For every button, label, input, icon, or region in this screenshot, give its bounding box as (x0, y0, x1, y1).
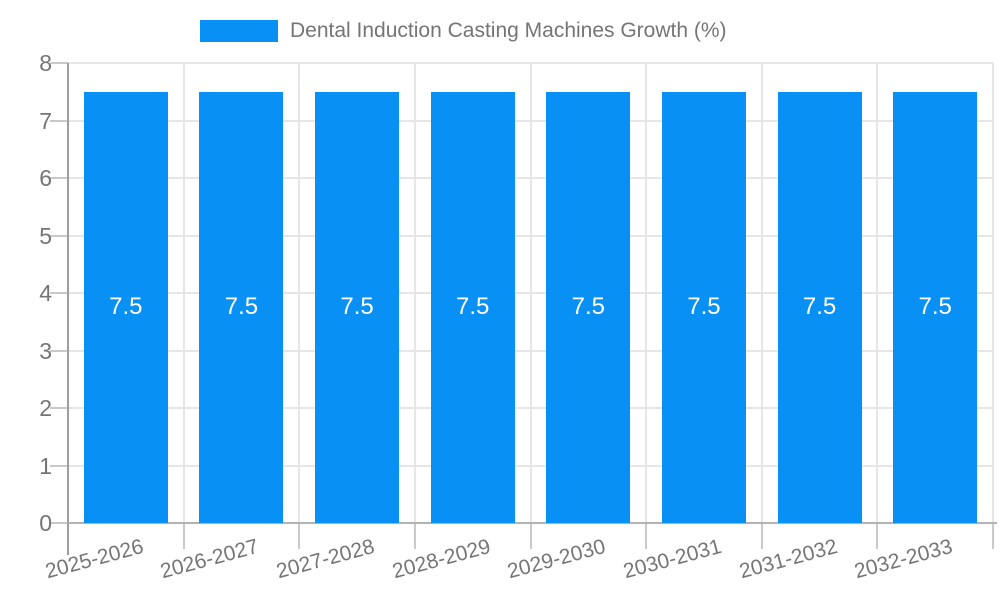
y-axis-label: 8 (39, 50, 52, 76)
y-axis-tick (50, 349, 68, 352)
x-gridline (182, 63, 185, 523)
bar-value-label: 7.5 (109, 293, 143, 321)
y-axis-label: 7 (39, 107, 52, 134)
x-axis-tick (298, 523, 301, 549)
y-axis-label: 3 (39, 337, 52, 364)
bar[interactable]: 7.5 (546, 91, 631, 523)
bar[interactable]: 7.5 (661, 91, 746, 523)
bar-value-label: 7.5 (918, 293, 952, 321)
y-axis-label: 5 (39, 222, 52, 249)
x-gridline (876, 63, 879, 523)
y-axis-label: 2 (39, 395, 52, 421)
bar[interactable]: 7.5 (893, 91, 978, 523)
legend-label: Dental Induction Casting Machines Growth… (290, 19, 727, 42)
bar-value-label: 7.5 (687, 293, 721, 321)
bar[interactable]: 7.5 (199, 91, 284, 523)
x-axis-tick (760, 523, 763, 549)
bar-value-label: 7.5 (802, 293, 837, 321)
bar[interactable]: 7.5 (315, 91, 400, 523)
bar-value-label: 7.5 (456, 293, 490, 321)
x-gridline (529, 63, 532, 523)
x-axis-tick (413, 523, 416, 549)
legend-swatch (200, 20, 278, 42)
x-axis-line (68, 522, 997, 524)
y-axis-tick (50, 119, 68, 122)
y-axis-tick (50, 177, 68, 179)
y-axis-label: 1 (39, 452, 52, 479)
bar-value-label: 7.5 (224, 293, 259, 321)
bar[interactable]: 7.5 (83, 91, 168, 523)
y-axis-tick (50, 62, 68, 64)
x-gridline (645, 63, 648, 523)
x-axis-tick (529, 523, 532, 549)
x-gridline (413, 63, 416, 523)
x-axis-tick (645, 523, 648, 549)
x-axis-tick (182, 523, 185, 549)
y-axis-line (67, 63, 69, 555)
y-axis-tick (50, 407, 68, 409)
y-axis-label: 4 (39, 280, 52, 306)
y-axis-tick (50, 464, 68, 467)
y-axis-tick (50, 234, 68, 237)
x-gridline (992, 63, 994, 523)
y-axis-label: 0 (39, 510, 52, 536)
y-axis-tick (50, 522, 68, 524)
x-gridline (760, 63, 763, 523)
bar[interactable]: 7.5 (777, 91, 862, 523)
x-axis-tick (992, 523, 994, 549)
x-gridline (298, 63, 301, 523)
y-axis-tick (50, 292, 68, 294)
y-axis-label: 6 (39, 165, 52, 191)
bar-value-label: 7.5 (571, 293, 605, 321)
chart-legend[interactable]: Dental Induction Casting Machines Growth… (200, 18, 727, 44)
bar-value-label: 7.5 (340, 293, 374, 321)
bar[interactable]: 7.5 (430, 91, 515, 523)
x-axis-tick (876, 523, 879, 549)
